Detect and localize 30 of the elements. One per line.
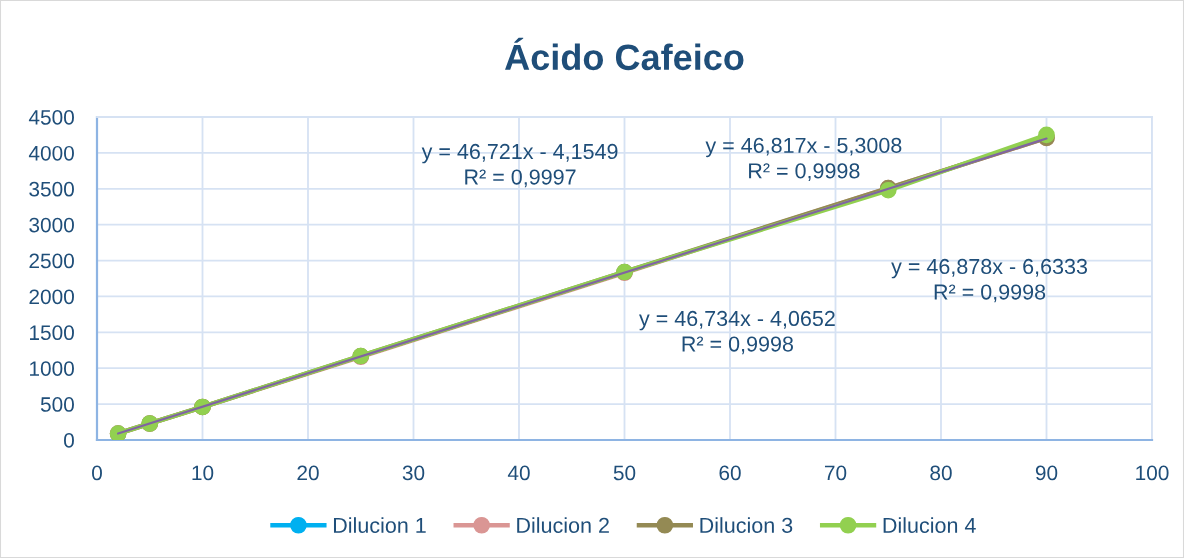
x-tick-label: 10 <box>192 465 214 481</box>
x-tick-label: 40 <box>507 465 530 481</box>
x-tick-label: 70 <box>824 465 847 481</box>
y-tick-label: 2000 <box>29 289 74 305</box>
annotation: y = 46,817x - 5,3008 R² = 0,9998 <box>705 137 902 182</box>
y-tick-label: 1500 <box>30 325 74 341</box>
x-tick-label: 60 <box>719 465 741 481</box>
y-tick-label: 2500 <box>29 253 74 269</box>
legend-label: Dilucion 2 <box>517 517 609 533</box>
x-tick-label: 100 <box>1136 465 1169 481</box>
x-tick-label: 90 <box>1035 465 1058 481</box>
x-tick-label: 80 <box>930 465 952 481</box>
y-tick-label: 3500 <box>29 181 74 197</box>
legend-label: Dilucion 4 <box>883 517 976 533</box>
x-tick-label: 50 <box>613 465 636 481</box>
legend-label: Dilucion 1 <box>333 517 426 533</box>
x-tick-label: 0 <box>92 465 102 481</box>
legend-label: Dilucion 3 <box>700 517 793 533</box>
y-tick-label: 3000 <box>29 217 74 233</box>
annotation: y = 46,878x - 6,6333 R² = 0,9998 <box>891 258 1088 303</box>
y-tick-label: 1000 <box>30 361 74 376</box>
y-tick-label: 0 <box>64 433 74 448</box>
annotation: y = 46,734x - 4,0652 R² = 0,9998 <box>639 310 835 355</box>
x-tick-label: 30 <box>402 465 425 481</box>
y-tick-label: 4000 <box>28 145 74 161</box>
y-tick-label: 500 <box>40 397 74 412</box>
chart-title: Ácido Cafeico <box>505 37 744 71</box>
y-tick-label: 4500 <box>28 110 74 125</box>
annotation: y = 46,721x - 4,1549 R² = 0,9997 <box>421 143 618 188</box>
x-tick-label: 20 <box>297 465 319 481</box>
